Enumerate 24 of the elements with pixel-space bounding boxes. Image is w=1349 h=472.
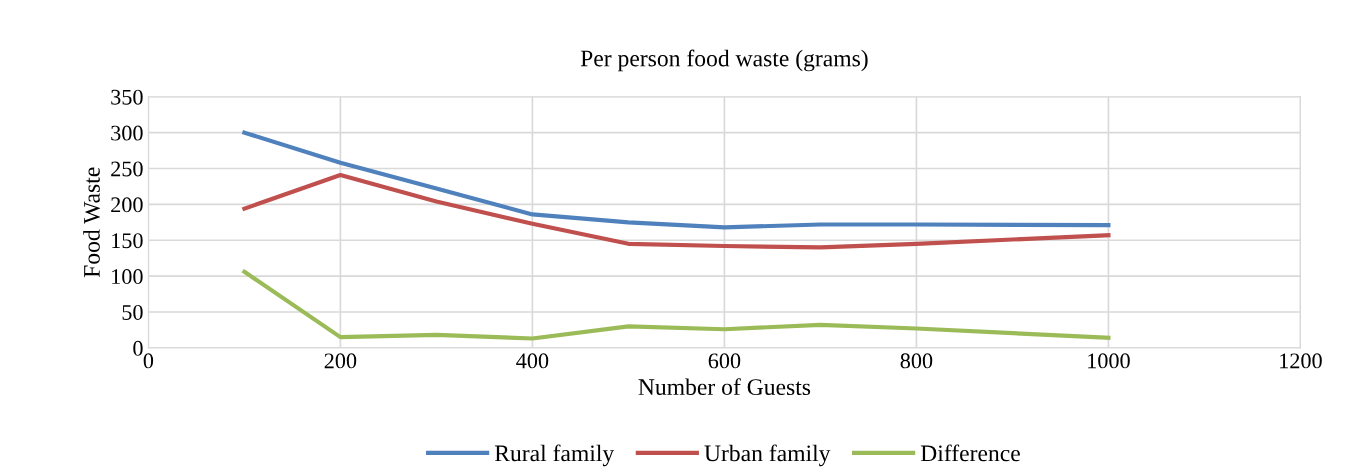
- chart-title: Per person food waste (grams): [580, 49, 868, 72]
- x-tick-label: 800: [900, 353, 933, 369]
- x-tick-label: 200: [324, 353, 357, 369]
- y-tick-label: 50: [122, 304, 143, 320]
- y-tick-label: 200: [111, 197, 143, 213]
- line-series: [242, 269, 1111, 341]
- y-tick-label: 350: [111, 89, 143, 105]
- x-tick-label: 1000: [1088, 353, 1130, 369]
- x-tick-label: 0: [143, 353, 154, 369]
- x-tick-label: 600: [708, 353, 741, 369]
- x-tick-label: 1200: [1280, 353, 1322, 369]
- x-tick-label: 400: [516, 353, 549, 369]
- line-series: [242, 172, 1111, 250]
- y-tick-label: 150: [112, 233, 143, 249]
- y-axis-title: Food Waste: [83, 167, 100, 278]
- y-tick-label: 100: [112, 269, 143, 285]
- x-axis-title: Number of Guests: [638, 378, 811, 396]
- legend-label: Rural family: [494, 444, 615, 467]
- legend-label: Difference: [920, 444, 1020, 462]
- y-tick-label: 300: [111, 125, 143, 141]
- line-series: [242, 130, 1111, 230]
- y-tick-label: 250: [111, 161, 143, 177]
- legend-label: Urban family: [704, 444, 831, 467]
- y-tick-label: 0: [133, 340, 143, 356]
